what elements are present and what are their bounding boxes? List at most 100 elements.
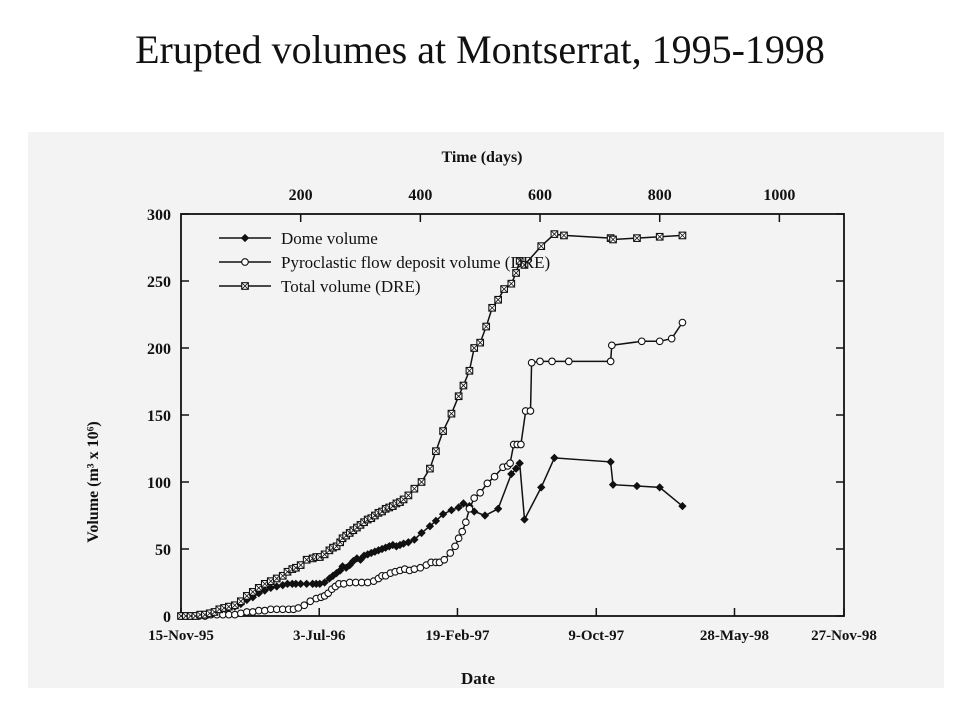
marker-cross (426, 465, 434, 473)
marker-cross (404, 491, 412, 499)
marker-cross (476, 339, 484, 347)
data-point-0 (417, 528, 426, 538)
x-date-tick-label: 3-Jul-96 (293, 628, 346, 644)
data-point-2 (500, 285, 508, 293)
x-day-tick-label: 800 (648, 187, 672, 204)
data-point-2 (465, 366, 474, 375)
data-point-0 (447, 505, 456, 515)
marker-cross (488, 304, 496, 312)
y-tick-label: 0 (163, 609, 171, 626)
x-axis-title: Date (461, 669, 495, 688)
marker-cross (560, 231, 568, 240)
data-point-1 (527, 358, 536, 367)
data-point-1 (667, 334, 676, 343)
marker-cross (609, 235, 617, 244)
data-point-1 (678, 318, 687, 327)
x-date-tick-label: 27-Nov-98 (811, 628, 877, 644)
data-point-0 (459, 499, 468, 508)
data-point-1 (454, 534, 463, 543)
marker-cross (241, 282, 249, 290)
data-point-1 (451, 542, 459, 551)
data-point-1 (506, 459, 514, 468)
marker-cross (455, 392, 463, 400)
marker-cross (447, 410, 456, 418)
series-layer (176, 230, 687, 621)
data-point-1 (476, 488, 485, 497)
data-point-0 (438, 509, 448, 519)
data-point-2 (520, 261, 529, 269)
data-point-0 (454, 503, 463, 512)
data-point-2 (410, 484, 419, 493)
data-point-1 (458, 527, 467, 536)
data-point-0 (655, 483, 664, 492)
data-point-2 (476, 338, 485, 347)
data-point-0 (493, 504, 503, 513)
data-point-2 (454, 392, 463, 401)
data-point-0 (537, 483, 546, 492)
data-point-2 (488, 303, 497, 312)
x-date-tick-label: 9-Oct-97 (568, 628, 624, 644)
legend-marker (241, 282, 249, 290)
data-point-2 (447, 409, 456, 418)
marker-cross (507, 280, 515, 288)
marker-cross (432, 447, 440, 455)
data-point-0 (606, 457, 615, 467)
data-point-2 (482, 322, 491, 331)
data-point-2 (550, 230, 559, 238)
legend-label: Pyroclastic flow deposit volume (DRE) (281, 253, 550, 272)
data-point-2 (459, 381, 468, 390)
x-date-tick-label: 15-Nov-95 (148, 628, 214, 644)
data-point-0 (425, 522, 435, 531)
data-point-0 (507, 469, 516, 479)
marker-cross (678, 231, 687, 240)
data-point-0 (550, 453, 559, 463)
marker-cross (494, 296, 502, 304)
marker-cross (537, 242, 545, 250)
data-point-2 (417, 478, 426, 486)
y-axis-title: Volume (m³ x 10⁶) (85, 421, 102, 542)
data-point-1 (465, 504, 474, 513)
legend-marker (240, 233, 250, 243)
data-point-0 (608, 480, 618, 489)
marker-cross (520, 261, 529, 269)
data-point-2 (560, 231, 568, 240)
data-point-1 (536, 357, 544, 366)
y-tick-label: 50 (155, 542, 171, 559)
marker-cross (439, 427, 447, 435)
data-point-2 (494, 295, 502, 304)
x-day-tick-label: 200 (289, 187, 313, 204)
y-tick-label: 100 (147, 475, 171, 492)
data-point-2 (512, 269, 520, 277)
data-point-1 (526, 407, 535, 415)
y-tick-label: 150 (147, 408, 171, 425)
marker-cross (633, 234, 641, 242)
data-point-1 (517, 440, 525, 449)
x-day-tick-label: 400 (408, 187, 432, 204)
axes: 0 50 100 150 200 250 300 15-Nov-95 3-Jul-96 19-Fe… (147, 187, 877, 644)
y-tick-label: 250 (147, 274, 171, 291)
legend-marker (241, 258, 249, 266)
data-point-0 (404, 538, 413, 547)
data-point-1 (637, 337, 646, 346)
x2-axis-title: Time (days) (441, 149, 522, 166)
x-day-tick-label: 1000 (763, 187, 795, 204)
marker-cross (500, 285, 508, 293)
data-point-0 (632, 481, 642, 491)
data-point-2 (426, 464, 434, 473)
data-point-0 (515, 459, 524, 468)
data-point-0 (480, 511, 490, 520)
marker-cross (512, 269, 520, 277)
data-point-2 (507, 279, 516, 288)
data-point-1 (461, 518, 470, 527)
data-point-2 (655, 232, 664, 241)
data-point-0 (302, 579, 311, 589)
x-date-tick-label: 19-Feb-97 (425, 628, 490, 644)
data-point-2 (609, 235, 617, 244)
legend: Dome volume Pyroclastic flow deposit volu… (219, 229, 550, 296)
data-point-0 (410, 535, 419, 544)
x-date-tick-label: 28-May-98 (700, 628, 769, 644)
data-point-1 (655, 337, 664, 346)
data-point-0 (431, 516, 441, 526)
marker-cross (459, 381, 468, 390)
y-tick-label: 300 (147, 207, 171, 224)
